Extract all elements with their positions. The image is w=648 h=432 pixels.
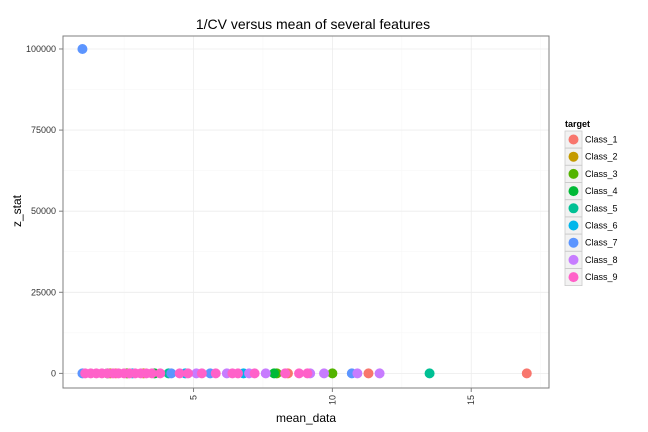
x-tick-label: 5 xyxy=(189,395,199,400)
x-tick-label: 15 xyxy=(466,395,476,405)
legend-label: Class_2 xyxy=(585,152,618,162)
data-point xyxy=(302,368,313,379)
data-point xyxy=(269,368,280,379)
legend-swatch xyxy=(568,151,579,162)
data-point xyxy=(196,368,207,379)
legend-label: Class_3 xyxy=(585,169,618,179)
x-axis-ticks: 5 10 15 xyxy=(189,388,476,405)
data-point xyxy=(210,368,221,379)
data-points xyxy=(77,43,532,379)
data-point xyxy=(280,368,291,379)
data-point xyxy=(374,368,385,379)
data-point xyxy=(260,368,271,379)
chart-title: 1/CV versus mean of several features xyxy=(196,16,430,32)
legend-label: Class_4 xyxy=(585,186,618,196)
legend: target Class_1Class_2Class_3Class_4Class… xyxy=(564,119,618,287)
x-axis-title: mean_data xyxy=(276,411,336,425)
data-point xyxy=(352,368,363,379)
plot-panel xyxy=(62,35,550,389)
y-tick-label: 100000 xyxy=(26,44,56,54)
data-point xyxy=(174,368,185,379)
legend-label: Class_1 xyxy=(585,135,618,145)
legend-swatch xyxy=(568,168,579,179)
data-point xyxy=(294,368,305,379)
legend-items: Class_1 Class_2 Class_3 Class_4 Class_5 Class… xyxy=(564,130,618,287)
legend-swatch xyxy=(568,254,579,265)
legend-label: Class_5 xyxy=(585,203,618,213)
legend-swatch xyxy=(568,237,579,248)
legend-label: Class_7 xyxy=(585,238,618,248)
legend-title: target xyxy=(565,119,590,129)
y-tick-label: 25000 xyxy=(31,287,56,297)
data-point xyxy=(77,43,88,54)
data-point xyxy=(249,368,260,379)
data-point xyxy=(319,368,330,379)
data-point xyxy=(155,368,166,379)
x-tick-label: 10 xyxy=(327,395,337,405)
data-point xyxy=(363,368,374,379)
legend-label: Class_8 xyxy=(585,255,618,265)
data-point xyxy=(166,368,177,379)
legend-swatch xyxy=(568,186,579,197)
y-tick-label: 75000 xyxy=(31,125,56,135)
data-point xyxy=(327,368,338,379)
grid xyxy=(63,36,549,388)
legend-swatch xyxy=(568,134,579,145)
legend-label: Class_6 xyxy=(585,221,618,231)
data-point xyxy=(424,368,435,379)
data-point xyxy=(232,368,243,379)
legend-label: Class_9 xyxy=(585,272,618,282)
y-tick-label: 50000 xyxy=(31,206,56,216)
legend-swatch xyxy=(568,203,579,214)
legend-swatch xyxy=(568,272,579,283)
data-point xyxy=(521,368,532,379)
y-axis-title: z_stat xyxy=(10,194,24,227)
data-point xyxy=(182,368,193,379)
y-tick-label: 0 xyxy=(51,368,56,378)
legend-swatch xyxy=(568,220,579,231)
y-axis-ticks: 0 25000 50000 75000 100000 xyxy=(26,44,63,378)
data-point xyxy=(146,368,157,379)
